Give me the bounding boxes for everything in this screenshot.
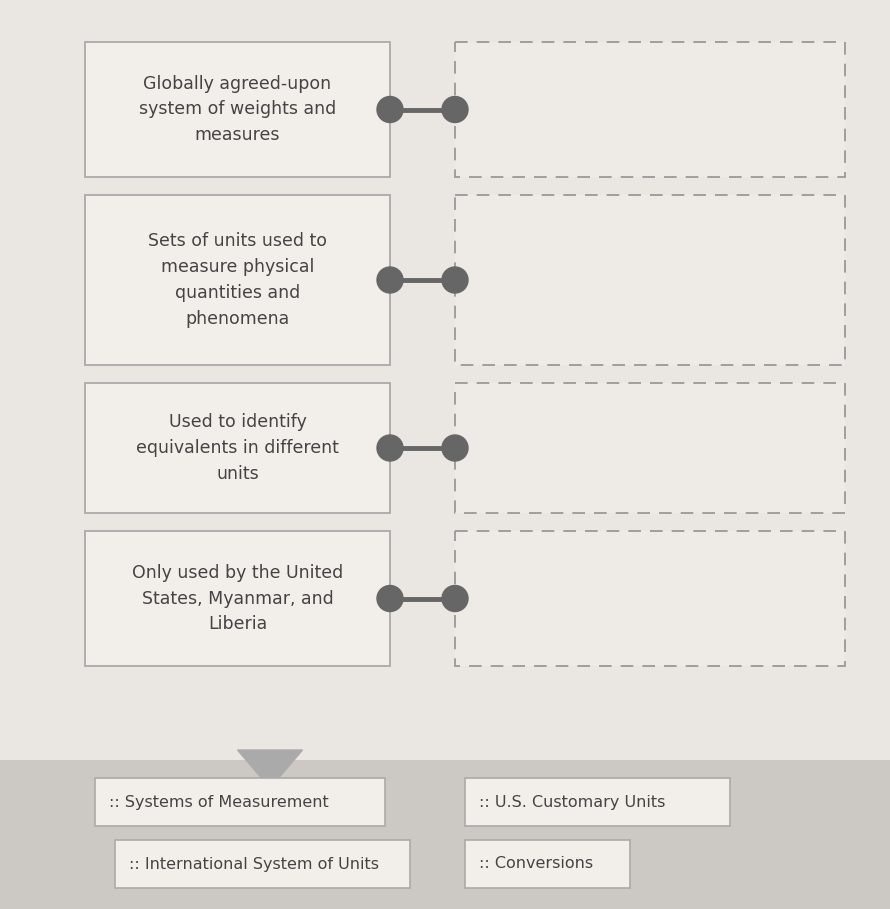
Text: Used to identify
equivalents in different
units: Used to identify equivalents in differen… bbox=[136, 414, 339, 483]
FancyBboxPatch shape bbox=[85, 531, 390, 666]
Text: Globally agreed-upon
system of weights and
measures: Globally agreed-upon system of weights a… bbox=[139, 75, 336, 145]
Text: :: International System of Units: :: International System of Units bbox=[129, 856, 379, 872]
Text: Sets of units used to
measure physical
quantities and
phenomena: Sets of units used to measure physical q… bbox=[148, 233, 327, 327]
FancyBboxPatch shape bbox=[0, 0, 890, 760]
Circle shape bbox=[377, 96, 403, 123]
Circle shape bbox=[442, 267, 468, 293]
FancyBboxPatch shape bbox=[0, 760, 890, 909]
Circle shape bbox=[442, 585, 468, 612]
FancyBboxPatch shape bbox=[465, 840, 630, 888]
FancyBboxPatch shape bbox=[455, 383, 845, 513]
Circle shape bbox=[442, 96, 468, 123]
FancyBboxPatch shape bbox=[465, 778, 730, 826]
FancyBboxPatch shape bbox=[455, 42, 845, 177]
FancyBboxPatch shape bbox=[85, 195, 390, 365]
Circle shape bbox=[377, 267, 403, 293]
Polygon shape bbox=[238, 750, 303, 788]
Text: Only used by the United
States, Myanmar, and
Liberia: Only used by the United States, Myanmar,… bbox=[132, 564, 344, 634]
Circle shape bbox=[442, 435, 468, 461]
FancyBboxPatch shape bbox=[455, 531, 845, 666]
Circle shape bbox=[377, 435, 403, 461]
FancyBboxPatch shape bbox=[455, 195, 845, 365]
FancyBboxPatch shape bbox=[115, 840, 410, 888]
Text: :: U.S. Customary Units: :: U.S. Customary Units bbox=[479, 794, 666, 810]
Circle shape bbox=[377, 585, 403, 612]
FancyBboxPatch shape bbox=[95, 778, 385, 826]
Text: :: Conversions: :: Conversions bbox=[479, 856, 593, 872]
FancyBboxPatch shape bbox=[85, 383, 390, 513]
FancyBboxPatch shape bbox=[85, 42, 390, 177]
Text: :: Systems of Measurement: :: Systems of Measurement bbox=[109, 794, 328, 810]
